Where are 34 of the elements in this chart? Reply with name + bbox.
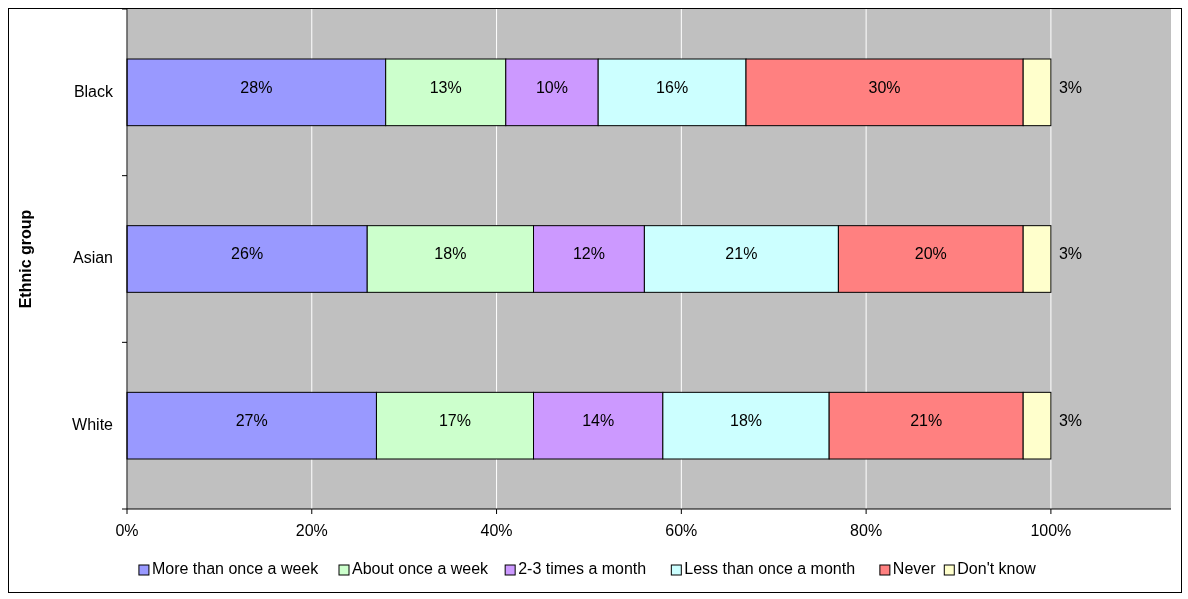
data-label: 18% [434,245,467,263]
data-label: 21% [725,245,758,263]
legend-label: Less than once a month [684,560,856,578]
legend-label: Never [892,560,937,578]
x-tick-label: 40% [480,522,513,539]
x-tick-label: 0% [115,522,139,539]
data-label: 16% [656,78,689,96]
data-label: 18% [729,411,763,429]
data-label: 30% [868,78,901,96]
data-label: 10% [535,78,569,96]
y-tick-label: Black [73,82,114,100]
x-tick-label: 60% [665,522,698,539]
data-label: 20% [914,245,947,263]
y-axis-title: Ethnic group [17,209,35,309]
data-label: 3% [1058,245,1083,263]
data-label: 27% [235,411,268,429]
legend-label: More than once a week [151,560,320,578]
legend-label: About once a week [352,560,490,578]
x-tick-label: 100% [1030,522,1072,539]
data-label: 12% [572,245,605,263]
legend-label: Don't know [957,560,1037,578]
data-label: 3% [1058,78,1083,96]
y-tick-label: Asian [72,249,113,267]
data-label: 28% [240,78,273,96]
data-label: 14% [582,411,615,429]
x-tick-label: 80% [850,522,883,539]
data-label: 21% [910,411,943,429]
legend-label: 2-3 times a month [518,560,647,578]
data-label: 26% [231,245,264,263]
data-label: 13% [429,78,462,96]
data-label: 17% [438,411,471,429]
data-label: 3% [1058,411,1083,429]
y-tick-label: White [72,415,114,433]
x-tick-label: 20% [295,522,328,539]
